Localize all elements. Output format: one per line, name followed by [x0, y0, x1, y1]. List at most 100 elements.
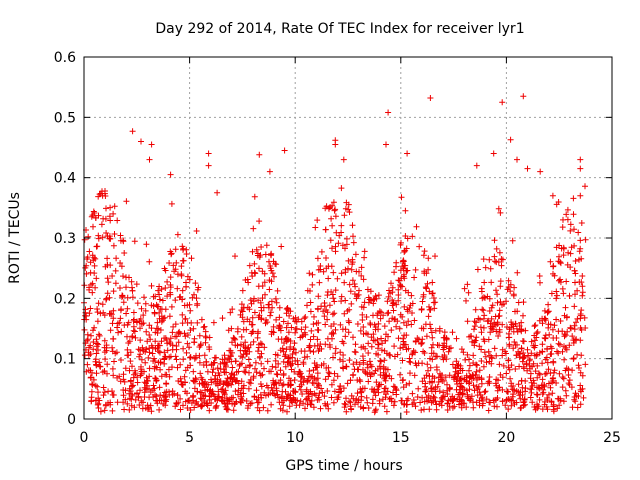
data-point — [228, 374, 235, 381]
data-point — [375, 320, 382, 327]
data-point — [95, 341, 102, 348]
data-point — [180, 356, 187, 363]
data-point — [128, 278, 135, 285]
data-point — [92, 284, 99, 291]
data-point — [207, 387, 214, 394]
data-point — [471, 338, 478, 345]
data-point — [338, 270, 345, 277]
data-point — [550, 369, 557, 376]
data-point — [386, 287, 392, 294]
data-point — [210, 366, 217, 373]
data-point — [245, 385, 252, 392]
data-point — [177, 395, 184, 402]
data-point — [323, 203, 330, 210]
data-point — [472, 306, 479, 313]
data-point — [322, 321, 329, 328]
data-point — [324, 401, 331, 408]
data-point — [382, 337, 389, 344]
data-point — [401, 303, 408, 310]
data-point — [247, 380, 254, 387]
data-point — [453, 358, 460, 365]
data-point — [404, 150, 411, 157]
data-point — [243, 351, 250, 358]
data-point — [411, 372, 418, 379]
data-point — [519, 392, 526, 398]
data-point — [336, 232, 343, 239]
data-point — [205, 150, 212, 157]
data-point — [399, 258, 406, 265]
data-point — [577, 156, 584, 163]
data-point — [227, 375, 234, 381]
data-point — [182, 367, 189, 374]
data-point — [164, 347, 171, 354]
data-point — [351, 291, 358, 297]
data-point — [387, 352, 394, 359]
data-point — [120, 371, 127, 378]
data-point — [485, 317, 492, 324]
data-point — [476, 343, 483, 350]
data-point — [137, 337, 144, 344]
data-point — [282, 351, 289, 358]
data-point — [369, 400, 376, 407]
data-point — [495, 333, 502, 339]
data-point — [123, 310, 130, 317]
data-point — [309, 271, 316, 278]
data-point — [347, 377, 354, 384]
data-point — [446, 345, 453, 352]
data-point — [131, 238, 138, 245]
data-point — [441, 329, 448, 336]
data-point — [280, 402, 287, 409]
data-point — [357, 378, 364, 385]
data-point — [350, 395, 357, 402]
data-point — [374, 336, 381, 343]
data-point — [523, 360, 530, 367]
data-point — [420, 325, 427, 332]
data-point — [208, 376, 214, 383]
data-point — [479, 306, 486, 313]
data-point — [161, 314, 168, 321]
data-point — [188, 319, 195, 326]
data-point — [360, 366, 366, 373]
data-point — [197, 370, 204, 377]
data-point — [467, 395, 474, 402]
data-point — [549, 379, 556, 386]
data-point — [412, 360, 419, 367]
data-point — [511, 387, 518, 394]
data-point — [166, 373, 173, 380]
data-point — [155, 348, 162, 355]
data-point — [473, 368, 480, 375]
data-point — [531, 344, 538, 351]
data-point — [150, 293, 157, 300]
data-point — [537, 168, 544, 175]
data-point — [110, 315, 117, 322]
data-point — [542, 317, 549, 324]
data-point — [136, 353, 143, 360]
data-point — [390, 300, 397, 307]
data-point — [328, 215, 335, 222]
data-point — [508, 362, 515, 369]
data-point — [104, 255, 111, 262]
data-point — [342, 333, 349, 340]
data-point — [504, 388, 510, 395]
data-point — [201, 398, 208, 404]
data-point — [432, 327, 439, 334]
data-point — [281, 340, 287, 346]
data-point — [187, 307, 194, 314]
data-point — [245, 356, 252, 363]
data-point — [405, 345, 412, 352]
data-point — [425, 255, 432, 262]
data-point — [556, 253, 562, 260]
data-point — [491, 237, 498, 244]
data-point — [239, 308, 246, 315]
x-axis-label: GPS time / hours — [285, 458, 402, 474]
data-point — [409, 233, 416, 240]
data-point — [273, 371, 280, 377]
data-point — [106, 213, 113, 220]
data-point — [478, 346, 485, 353]
data-point — [214, 376, 221, 383]
data-point — [165, 366, 172, 373]
data-point — [94, 401, 101, 408]
data-point — [97, 310, 104, 317]
data-point — [193, 228, 200, 234]
data-point — [103, 230, 110, 236]
